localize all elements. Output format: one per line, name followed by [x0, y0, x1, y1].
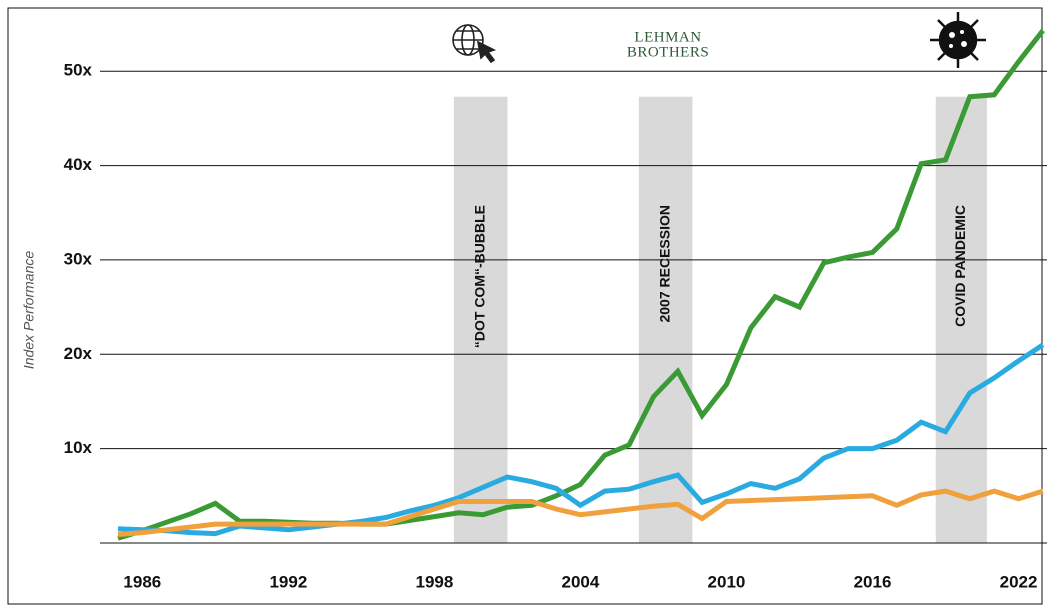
virus-icon — [930, 12, 986, 68]
x-tick-label: 2004 — [562, 572, 600, 591]
y-tick-label: 30x — [64, 249, 93, 268]
series-line — [117, 488, 1044, 537]
shaded-period-label: 2007 RECESSION — [656, 205, 672, 323]
shaded-period-label: “DOT COM“-BUBBLE — [471, 205, 487, 348]
y-tick-label: 10x — [64, 438, 93, 457]
series-line — [117, 29, 1045, 541]
shaded-period-label: COVID PANDEMIC — [952, 205, 968, 327]
y-tick-label: 40x — [64, 155, 93, 174]
globe-icon — [452, 24, 497, 64]
x-tick-label: 2016 — [854, 572, 892, 591]
y-tick-label: 20x — [64, 344, 93, 363]
y-axis-label: Index Performance — [21, 251, 37, 369]
shaded-period — [935, 96, 987, 543]
frame — [7, 7, 1043, 605]
logo-text: BROTHERS — [627, 44, 709, 60]
x-tick-label: 2022 — [1000, 572, 1038, 591]
series-line — [117, 342, 1045, 537]
x-tick-label: 2010 — [708, 572, 746, 591]
shaded-period — [638, 96, 693, 543]
shaded-period — [453, 96, 508, 543]
x-tick-label: 1992 — [269, 572, 307, 591]
logo-text: LEHMAN — [634, 29, 701, 45]
x-tick-label: 1998 — [415, 572, 453, 591]
x-tick-label: 1986 — [123, 572, 161, 591]
y-tick-label: 50x — [64, 61, 93, 80]
